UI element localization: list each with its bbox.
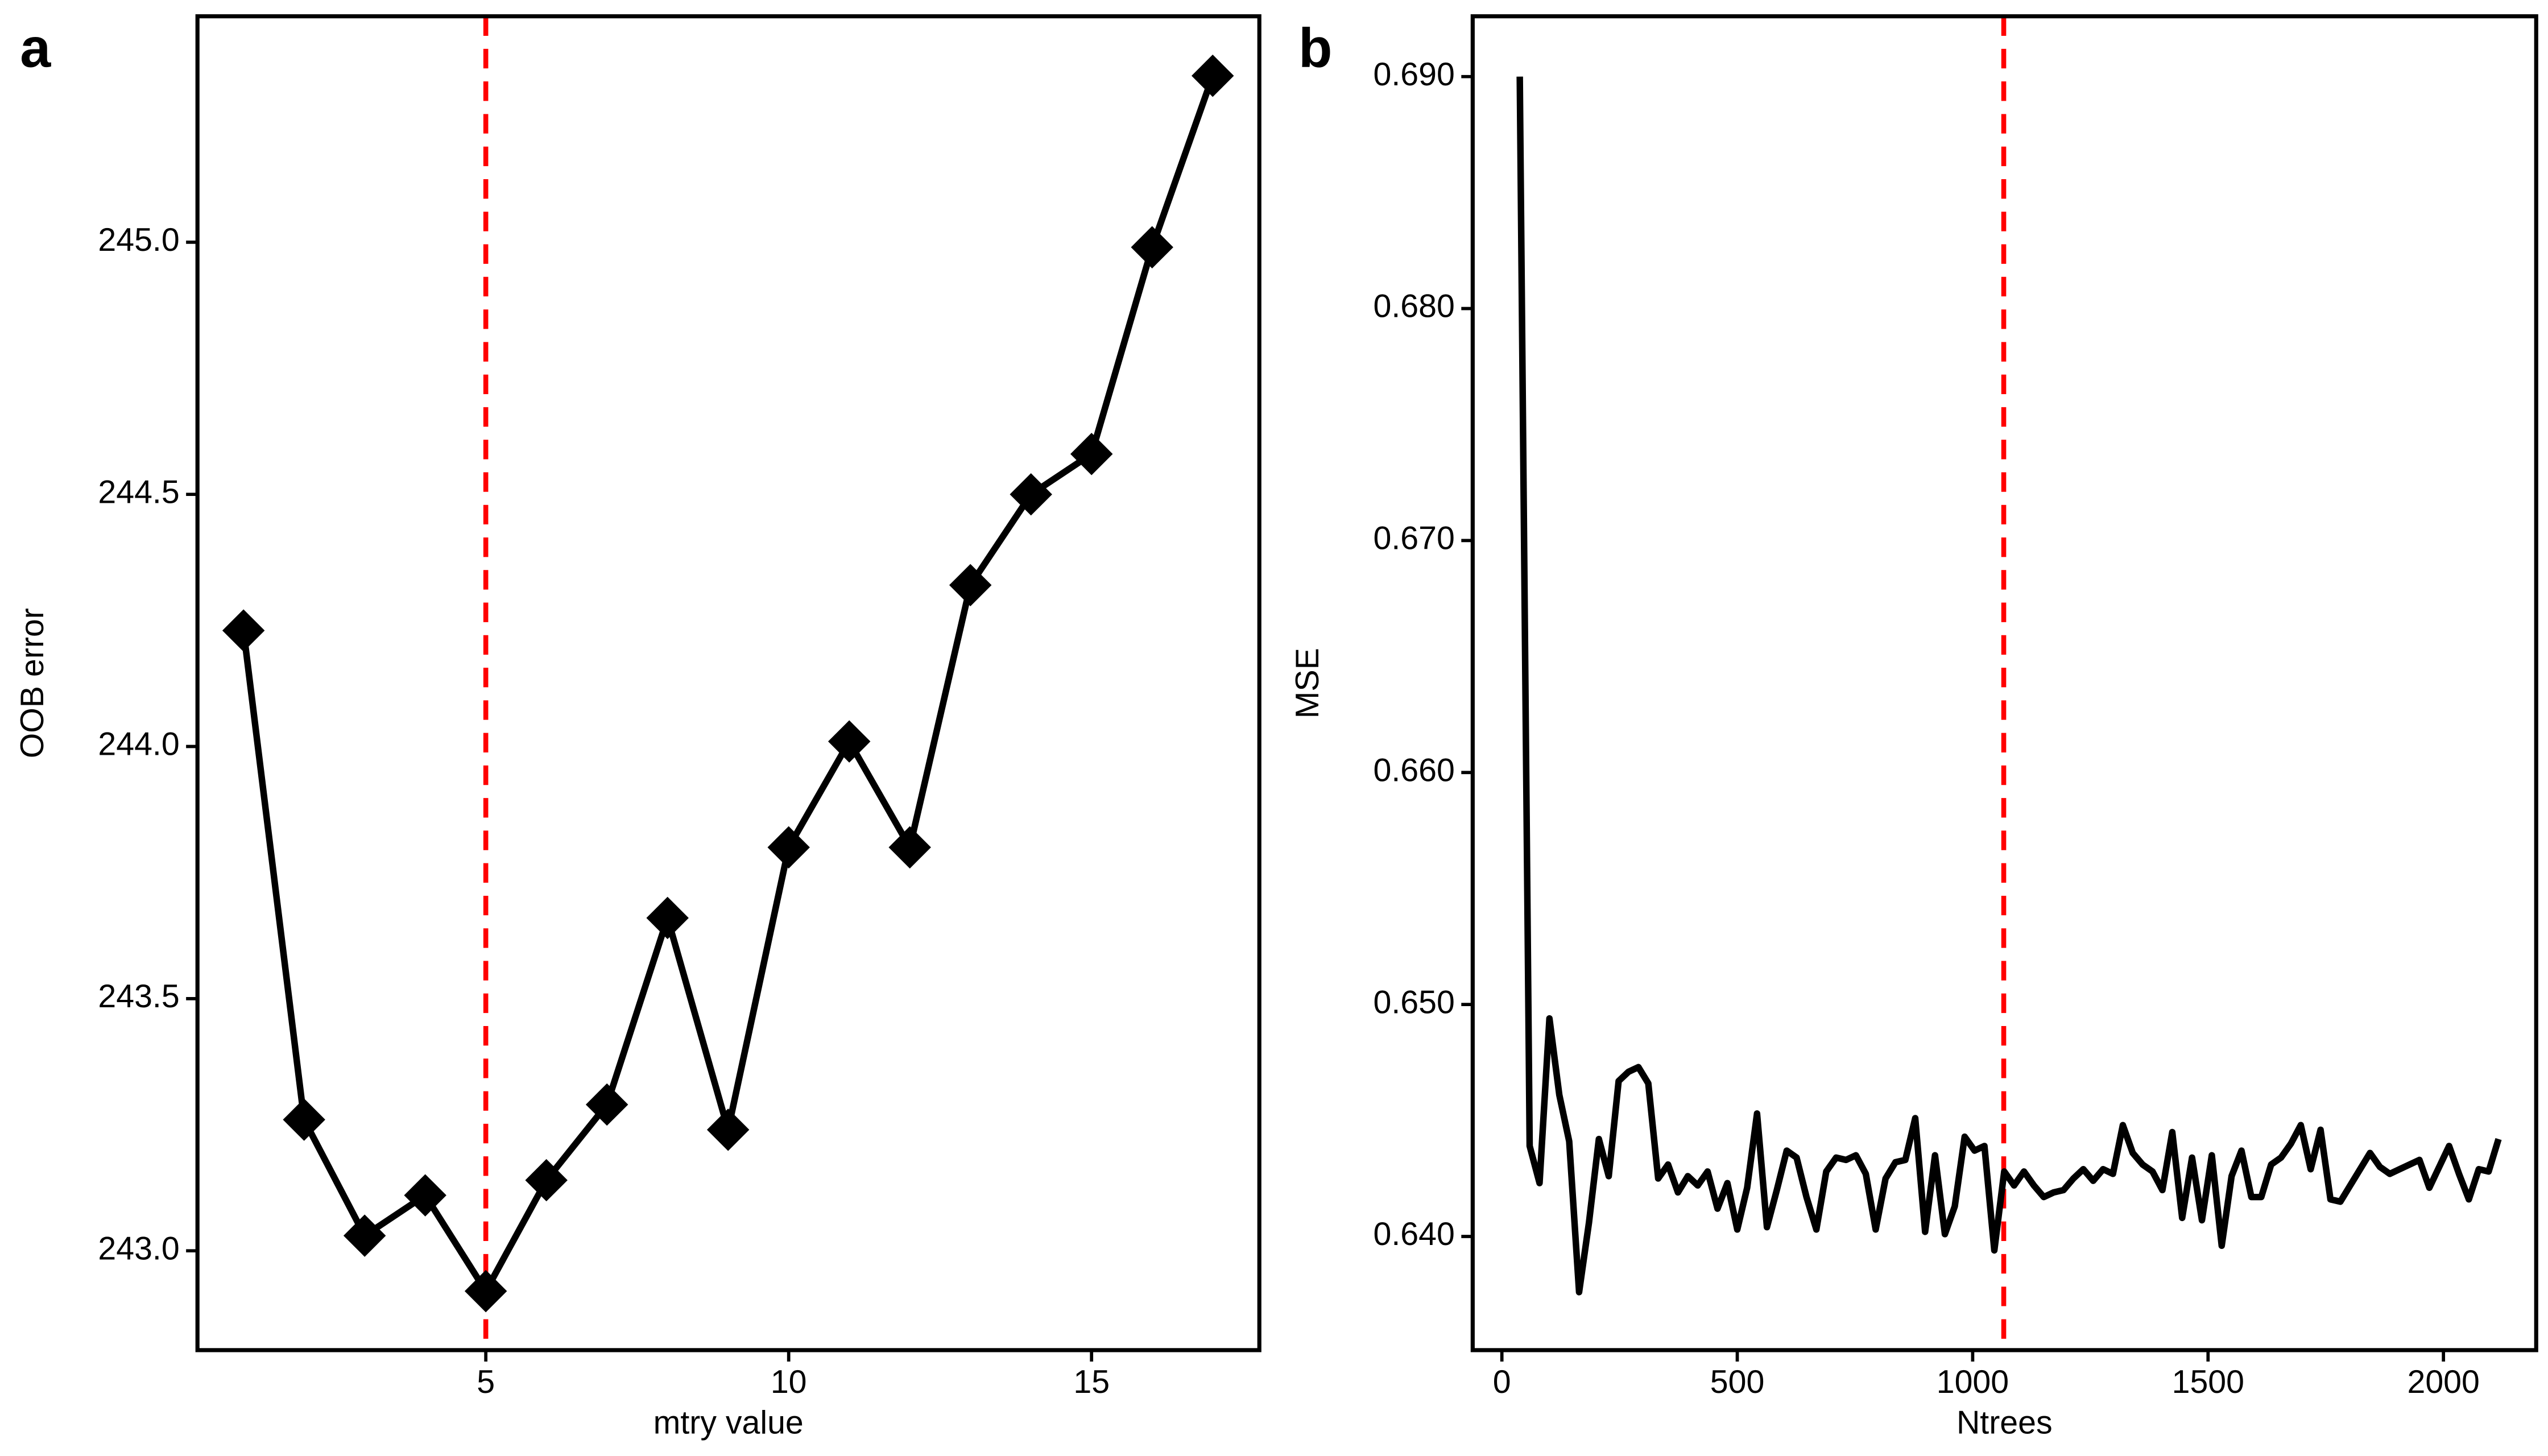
diamond-marker (1131, 226, 1173, 268)
diamond-marker (283, 1098, 325, 1141)
diamond-marker (706, 1108, 750, 1151)
diamond-marker (343, 1214, 386, 1257)
y-tick-label: 243.5 (98, 978, 179, 1015)
diamond-marker (949, 564, 992, 607)
y-tick-label: 244.0 (98, 726, 179, 763)
y-tick-label: 0.650 (1374, 984, 1455, 1020)
y-tick-label: 0.680 (1374, 288, 1455, 325)
panel-label: b (1298, 16, 1332, 78)
y-tick-label: 245.0 (98, 222, 179, 258)
x-tick-label: 0 (1493, 1364, 1511, 1400)
diamond-marker (525, 1159, 568, 1202)
x-tick-label: 2000 (2407, 1364, 2479, 1400)
diamond-marker (767, 826, 810, 869)
y-tick-label: 0.660 (1374, 752, 1455, 788)
x-axis-title: mtry value (653, 1405, 804, 1441)
x-tick-label: 5 (477, 1364, 495, 1400)
y-tick-label: 0.640 (1374, 1216, 1455, 1252)
y-axis-title: MSE (1289, 648, 1326, 718)
diamond-marker (646, 896, 689, 940)
diamond-marker (1010, 473, 1052, 516)
diamond-marker (1070, 433, 1113, 475)
data-line (1516, 76, 2502, 1296)
x-tick-label: 500 (1710, 1364, 1765, 1400)
y-tick-label: 244.5 (98, 474, 179, 510)
diamond-marker (888, 826, 931, 869)
x-tick-label: 15 (1073, 1364, 1110, 1400)
plot-frame (195, 14, 1261, 1352)
diamond-marker (828, 720, 871, 763)
x-tick-label: 1000 (1937, 1364, 2009, 1400)
diamond-marker (464, 1269, 507, 1313)
y-axis-title: OOB error (14, 608, 51, 758)
diamond-marker (404, 1174, 446, 1217)
x-tick-label: 1500 (2172, 1364, 2244, 1400)
diamond-marker (1191, 55, 1234, 97)
y-tick-label: 0.670 (1374, 520, 1455, 557)
x-axis-title: Ntrees (1956, 1405, 2053, 1441)
plot-frame (1470, 14, 2538, 1352)
panel-label: a (20, 16, 51, 78)
x-tick-label: 10 (771, 1364, 807, 1400)
diamond-marker (222, 609, 265, 652)
y-tick-label: 243.0 (98, 1230, 179, 1267)
y-tick-label: 0.690 (1374, 56, 1455, 93)
